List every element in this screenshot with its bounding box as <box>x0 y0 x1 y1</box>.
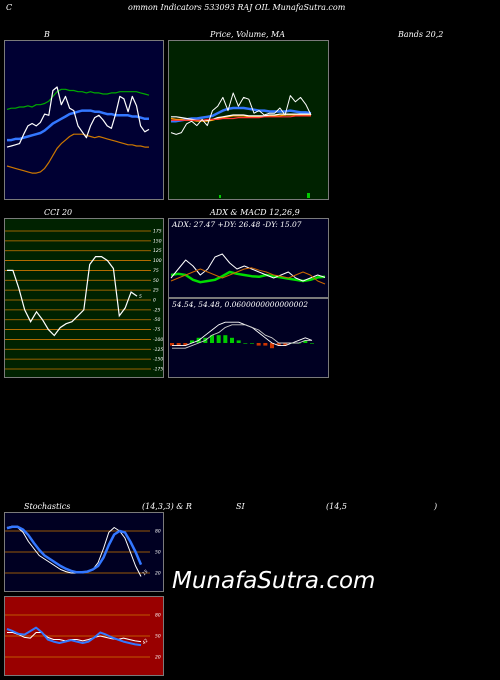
series-ma-blue <box>171 106 312 123</box>
macd-panel: 54.54, 54.48, 0.0600000000000002 <box>168 298 329 378</box>
rsi-params-label: (14,5 <box>326 502 347 511</box>
bands-label: Bands 20,2 <box>398 30 444 39</box>
tick-label: 50 <box>155 550 161 556</box>
histogram-bar <box>183 343 188 346</box>
histogram-bar <box>276 343 281 346</box>
price-volume-panel <box>168 40 329 200</box>
tick-label: 80 <box>155 613 161 619</box>
header-title: ommon Indicators 533093 RAJ OIL MunafaSu… <box>128 3 346 12</box>
header-prefix: C <box>6 3 13 12</box>
macd-annotation: 54.54, 54.48, 0.0600000000000002 <box>172 300 308 309</box>
stochastics-chart: 80 50 20 15 <box>5 513 163 591</box>
series-signal <box>172 324 312 349</box>
macd-chart <box>169 299 328 377</box>
histogram-bar <box>223 335 228 343</box>
histogram-bar <box>256 343 261 346</box>
stochastics-params-label: (14,3,3) & R <box>142 502 192 511</box>
last-value-label: 15 <box>141 569 149 577</box>
histogram-bar <box>210 335 214 343</box>
bollinger-label: B <box>44 30 50 39</box>
tick-label: 50 <box>155 634 161 640</box>
panel-background <box>169 219 328 297</box>
bollinger-chart <box>5 41 163 199</box>
tick-label: 175 <box>153 229 162 235</box>
rsi-panel: 80 50 20 42 <box>4 596 164 676</box>
adx-annotation: ADX: 27.47 +DY: 26.48 -DY: 15.07 <box>172 220 302 229</box>
series-price <box>170 92 312 135</box>
tick-label: 75 <box>153 268 159 274</box>
tick-label: -75 <box>153 327 160 333</box>
histogram-bar <box>263 343 268 346</box>
tick-label: 80 <box>155 529 161 535</box>
adx-macd-label: ADX & MACD 12,26,9 <box>210 208 300 217</box>
panel-background <box>5 219 163 377</box>
tick-label: 100 <box>153 258 162 264</box>
histogram-bar <box>270 343 274 349</box>
close-paren-label: ) <box>434 502 438 511</box>
series-adx <box>170 270 326 284</box>
price-volume-ma-label: Price, Volume, MA <box>210 30 286 39</box>
tick-label: 50 <box>153 278 159 284</box>
series-mfi <box>6 626 142 647</box>
bollinger-panel <box>4 40 164 200</box>
histogram-bar <box>243 343 248 344</box>
series-macd <box>172 321 313 347</box>
tick-label: 20 <box>155 655 161 661</box>
volume-bar <box>307 193 310 198</box>
tick-label: 20 <box>155 571 161 577</box>
histogram-bar <box>236 340 241 343</box>
volume-bar <box>219 195 221 198</box>
histogram-bar <box>310 343 314 344</box>
series-lower <box>6 133 149 174</box>
tick-label: -175 <box>153 367 163 373</box>
panel-background <box>169 299 328 377</box>
histogram-bar <box>170 343 174 346</box>
last-value-label: 42 <box>141 638 149 646</box>
adx-panel: ADX: 27.47 +DY: 26.48 -DY: 15.07 <box>168 218 329 298</box>
rsi-label: SI <box>236 502 245 511</box>
histogram-bar <box>216 335 221 343</box>
adx-chart <box>169 219 328 297</box>
stochastics-panel: 80 50 20 15 <box>4 512 164 592</box>
series-upper <box>6 88 150 110</box>
histogram-bar <box>303 340 308 343</box>
series-cci <box>7 255 138 337</box>
cci-panel: 175 150 125 100 75 50 25 0 -25 -50 -75 -100 -125 -150… <box>4 218 164 378</box>
stochastics-label: Stochastics <box>24 502 71 511</box>
tick-label: -150 <box>153 357 163 363</box>
tick-label: -125 <box>153 347 163 353</box>
watermark: MunafaSutra.com <box>172 568 376 594</box>
price-volume-chart <box>169 41 328 199</box>
series-price <box>6 86 150 148</box>
cci-label: CCI 20 <box>44 208 73 217</box>
series-ma-red <box>171 115 311 121</box>
tick-label: -100 <box>153 337 163 343</box>
tick-label: -50 <box>153 317 160 323</box>
tick-label: 125 <box>153 248 162 254</box>
last-value-label: 5 <box>139 294 142 300</box>
series-middle <box>7 109 149 142</box>
histogram-bar <box>176 343 181 346</box>
tick-label: 25 <box>153 288 159 294</box>
tick-label: 0 <box>153 298 156 304</box>
cci-chart: 175 150 125 100 75 50 25 0 -25 -50 -75 -100 -125 -150… <box>5 219 163 377</box>
histogram-bar <box>283 343 288 346</box>
histogram-bar <box>230 337 234 343</box>
series-d <box>6 525 143 574</box>
rsi-chart: 80 50 20 42 <box>5 597 163 675</box>
histogram-bar <box>250 343 254 344</box>
tick-label: -25 <box>153 307 160 313</box>
tick-label: 150 <box>153 238 162 244</box>
histogram-bar <box>190 340 194 343</box>
series-minus-di <box>170 267 326 285</box>
